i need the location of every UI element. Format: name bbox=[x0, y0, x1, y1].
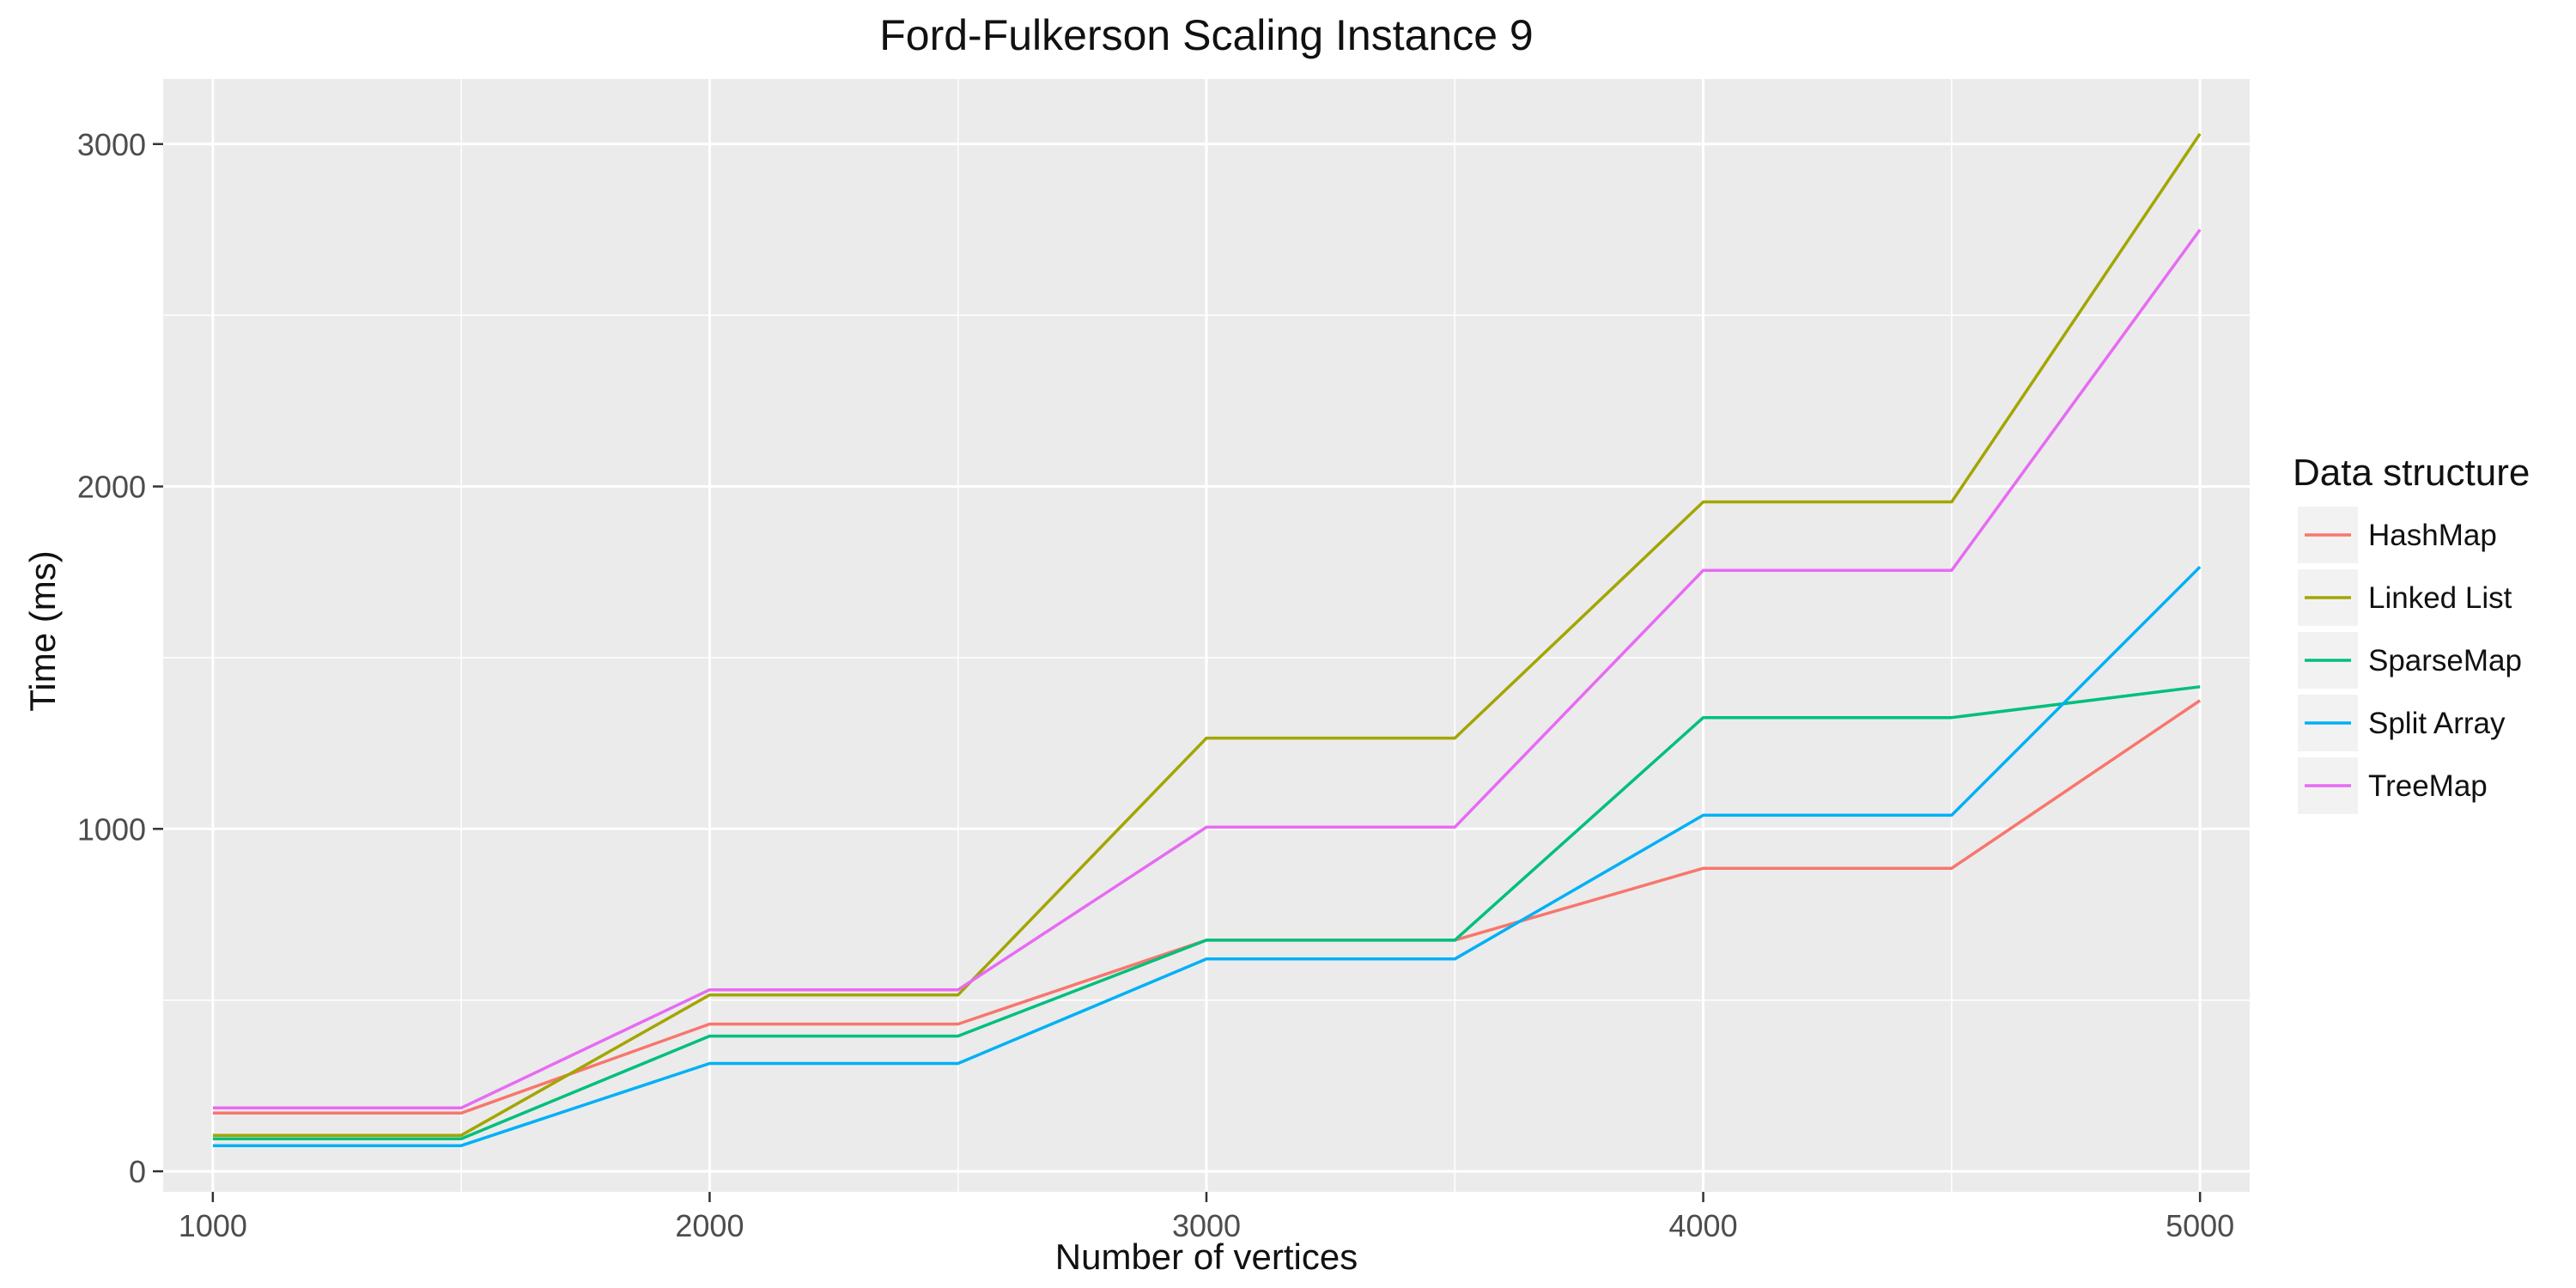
y-tick-label: 2000 bbox=[77, 470, 146, 505]
y-axis-label: Time (ms) bbox=[22, 550, 63, 711]
x-tick-label: 1000 bbox=[179, 1208, 247, 1243]
legend-label-sparsemap: SparseMap bbox=[2368, 644, 2522, 677]
series-line-treemap bbox=[212, 228, 2202, 1110]
x-tick-label: 5000 bbox=[2166, 1208, 2234, 1243]
y-tick-label: 1000 bbox=[77, 811, 146, 847]
legend-label-split-array: Split Array bbox=[2368, 707, 2506, 740]
legend-label-hashmap: HashMap bbox=[2368, 519, 2497, 552]
legend-label-linked-list: Linked List bbox=[2368, 581, 2512, 615]
x-tick-label: 4000 bbox=[1669, 1208, 1738, 1243]
y-tick-label: 0 bbox=[129, 1154, 146, 1189]
legend-title: Data structure bbox=[2293, 452, 2530, 494]
x-tick-label: 2000 bbox=[675, 1208, 744, 1243]
plot-area: 0 1000 2000 3000 1000 2000 3000 4000 5000 bbox=[77, 79, 2250, 1243]
legend: Data structure HashMap Linked List SparseM… bbox=[2293, 452, 2530, 814]
y-tick-label: 3000 bbox=[77, 127, 146, 162]
x-tick-label: 3000 bbox=[1172, 1208, 1241, 1243]
legend-label-treemap: TreeMap bbox=[2368, 769, 2488, 803]
x-axis-label: Number of vertices bbox=[1055, 1236, 1358, 1277]
series-line-sparsemap bbox=[212, 685, 2201, 1140]
series-line-linked-list bbox=[212, 132, 2202, 1137]
chart-title: Ford-Fulkerson Scaling Instance 9 bbox=[879, 11, 1533, 59]
series-line-split-array bbox=[212, 565, 2202, 1147]
